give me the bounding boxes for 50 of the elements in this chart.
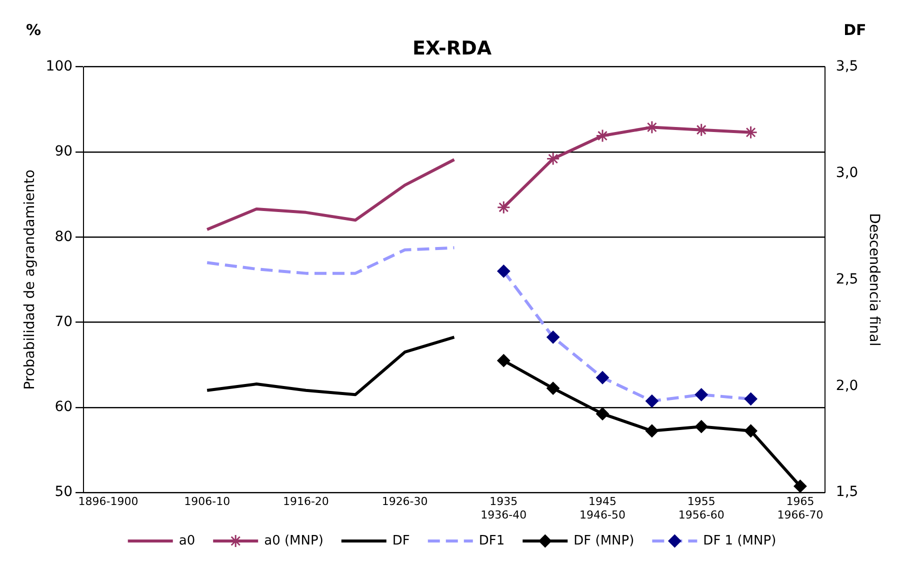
point: [645, 424, 658, 438]
point: [596, 129, 610, 143]
y-tick-label: 60: [54, 399, 73, 416]
point: [546, 382, 560, 395]
y2-tick-label: 1,5: [836, 484, 858, 500]
point: [596, 371, 610, 384]
y-tick-label: 80: [54, 228, 73, 245]
x-tick-label: 1965 1966-70: [777, 495, 824, 522]
y-tick-label: 90: [54, 144, 73, 160]
y2-axis-title: Descendencia final: [866, 213, 882, 346]
y2-tick-label: 3,5: [836, 58, 858, 74]
y-tick-label: 100: [46, 58, 73, 74]
x-tick-label: 1916-20: [282, 495, 329, 508]
y-tick-label: 70: [54, 314, 73, 330]
y2-tick-label: 2,0: [836, 378, 858, 394]
point: [546, 152, 560, 166]
x-tick-label: 1906-10: [184, 495, 230, 508]
x-tick-label: 1926-30: [382, 495, 428, 508]
point: [496, 200, 510, 214]
point: [744, 126, 758, 140]
text: %: [26, 21, 42, 40]
point: [694, 388, 708, 402]
point: [694, 420, 708, 434]
point: [694, 123, 708, 137]
point: [744, 392, 758, 406]
legend-label: DF1: [478, 533, 505, 548]
point: [596, 407, 610, 420]
point: [497, 264, 510, 278]
y-tick-label: 50: [54, 484, 73, 500]
x-tick-label: 1945 1946-50: [580, 495, 626, 522]
point: [744, 424, 758, 438]
legend-label: a0: [178, 533, 196, 548]
x-tick-label: 1896-1900: [78, 495, 138, 508]
point: [546, 330, 560, 344]
text: DF: [844, 21, 866, 40]
point: [645, 120, 659, 134]
legend-label: DF 1 (MNP): [703, 533, 776, 548]
x-tick-label: 1955 1956-60: [678, 495, 724, 522]
chart-title: EX-RDA: [412, 37, 492, 60]
line-series: [206, 246, 456, 275]
x-tick-label: 1935 1936-40: [480, 495, 527, 522]
y2-tick-label: 2,5: [836, 271, 858, 288]
y2-tick-label: 3,0: [836, 164, 858, 181]
point: [794, 480, 807, 493]
legend-label: DF: [392, 533, 410, 548]
point: [645, 394, 658, 408]
y-axis-title: Probabilidad de agrandamiento: [22, 170, 38, 390]
legend-label: DF (MNP): [574, 533, 634, 548]
legend-label: a0 (MNP): [264, 533, 324, 548]
point: [497, 354, 510, 368]
